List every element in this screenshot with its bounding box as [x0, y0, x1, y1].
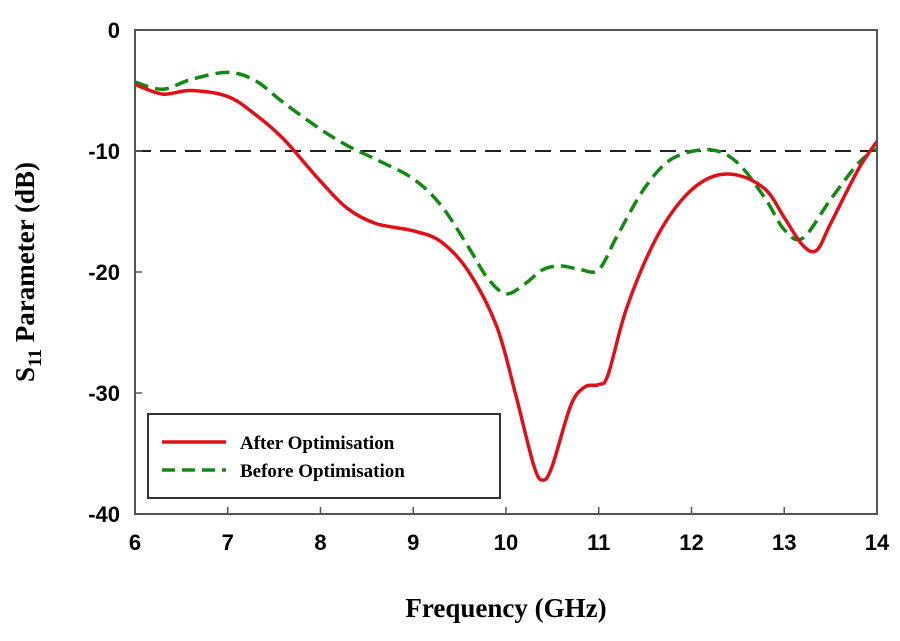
x-tick-label: 6 [129, 530, 141, 555]
y-axis-title-main: S [10, 367, 40, 382]
x-tick-label: 14 [865, 530, 890, 555]
y-axis-title: S11 Parameter (dB) [10, 162, 46, 382]
y-tick-label: -40 [88, 502, 120, 527]
legend: After Optimisation Before Optimisation [147, 413, 501, 499]
legend-label-after: After Optimisation [240, 433, 395, 454]
y-tick-label: -30 [88, 381, 120, 406]
legend-label-before: Before Optimisation [240, 461, 405, 482]
y-axis-title-subscript: 11 [25, 349, 46, 367]
tick-layer: 6 7 8 9 10 11 12 13 14 0 -10 -20 -30 -40 [88, 18, 890, 555]
x-axis-title: Frequency (GHz) [405, 593, 606, 623]
series-line-before-optimisation [134, 70, 879, 296]
x-tick-label: 13 [772, 530, 796, 555]
x-tick-label: 7 [222, 530, 234, 555]
y-axis-title-rest: Parameter (dB) [10, 162, 40, 349]
series-line-after-optimisation [134, 82, 879, 482]
x-tick-label: 8 [314, 530, 326, 555]
y-tick-label: -20 [88, 260, 120, 285]
x-tick-label: 10 [494, 530, 518, 555]
y-tick-label: -10 [88, 139, 120, 164]
x-tick-label: 11 [587, 530, 610, 555]
y-tick-label: 0 [108, 18, 120, 43]
x-tick-label: 12 [679, 530, 703, 555]
series-layer [134, 70, 879, 482]
x-tick-label: 9 [407, 530, 419, 555]
legend-box [147, 413, 501, 499]
